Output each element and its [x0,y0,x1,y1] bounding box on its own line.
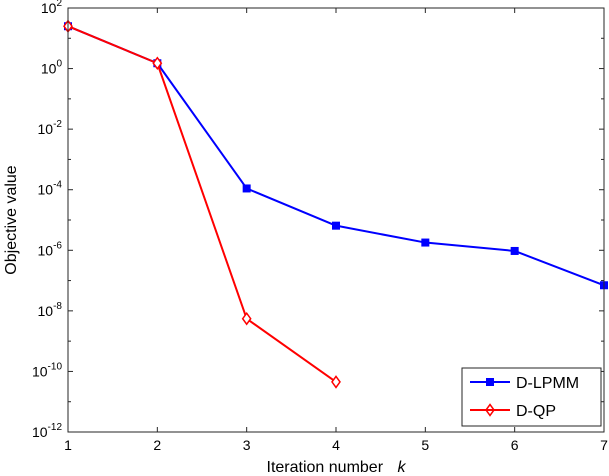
data-point-d-qp [152,56,163,71]
legend-item-d-lpmm: D-LPMM [470,375,579,392]
x-axis-label-text: Iteration number [267,459,384,476]
data-point-d-lpmm [421,238,430,247]
legend-marker-d-qp [485,403,495,417]
x-tick-label: 1 [64,437,72,453]
y-tick-label: 100 [41,59,63,77]
plot-frame [67,7,605,433]
y-tick-label: 10-2 [38,119,63,137]
legend-label-d-qp: D-QP [516,403,556,420]
y-tick-labels: 102 100 10-2 10-4 10-6 10-8 10-10 10-12 [32,0,62,440]
x-tick-label: 5 [421,437,429,453]
x-tick-label: 7 [600,437,608,453]
data-point-d-lpmm [510,246,519,255]
y-tick-label: 10-4 [38,180,63,198]
y-tick-label: 10-10 [32,361,62,379]
x-tick-label: 2 [153,437,161,453]
y-tick-label: 10-12 [32,422,62,440]
data-point-d-lpmm [332,221,340,230]
x-tick-labels: 1 2 3 4 5 6 7 [64,437,608,453]
x-tick-label: 4 [332,437,340,453]
legend-marker-d-lpmm [486,378,494,386]
series-d-qp [63,19,341,389]
data-point-d-qp [241,311,252,326]
plot-area [68,8,604,432]
y-tick-label: 10-8 [38,301,63,319]
series-line-d-qp [67,25,337,383]
data-point-d-lpmm [242,184,251,193]
x-axis-label: Iteration number k [267,459,407,476]
y-tick-label: 10-6 [38,240,63,258]
y-axis-label: Objective value [3,165,20,274]
axis-ticks [67,7,605,433]
x-axis-label-variable: k [397,459,406,476]
data-point-d-qp [331,375,341,389]
legend-box [461,367,602,427]
y-tick-label: 102 [41,0,63,16]
legend: D-LPMM D-QP [461,367,602,427]
x-tick-label: 3 [243,437,251,453]
legend-item-d-qp: D-QP [470,403,556,420]
x-tick-label: 6 [511,437,519,453]
legend-label-d-lpmm: D-LPMM [516,375,579,392]
